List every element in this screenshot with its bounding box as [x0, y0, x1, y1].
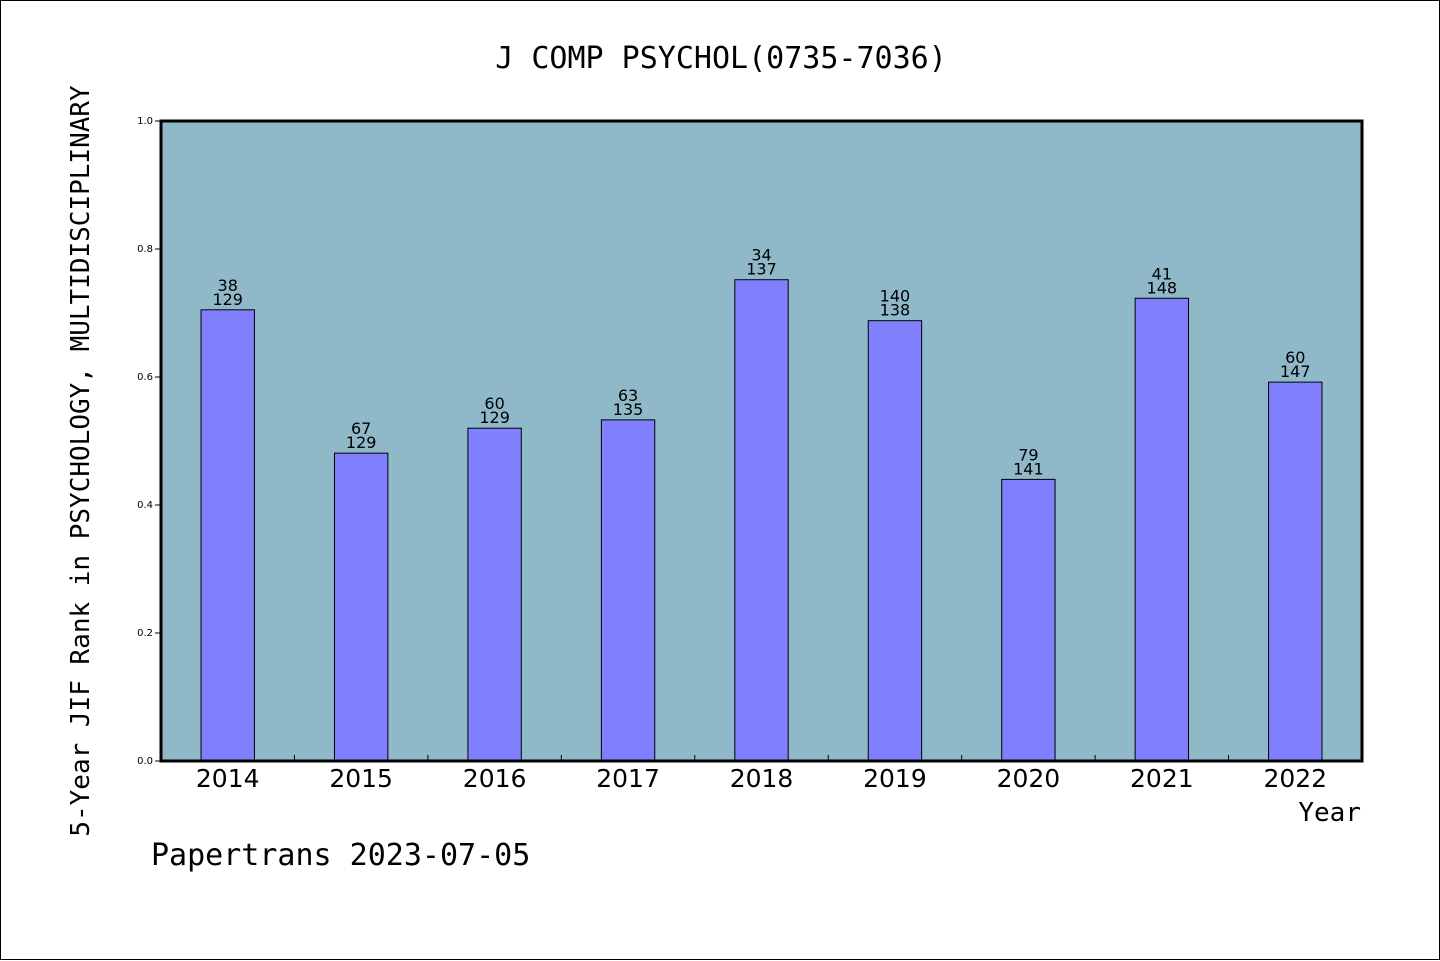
bar-2016	[467, 427, 522, 762]
footer-text: Papertrans 2023-07-05	[151, 838, 530, 873]
bar-2021	[1134, 297, 1190, 762]
rank-label: 63	[618, 386, 638, 405]
bar-2014	[200, 309, 255, 762]
x-tick-label: 2018	[730, 764, 794, 793]
bar-2020	[1001, 478, 1056, 762]
total-label: 129	[346, 433, 377, 452]
total-label: 129	[479, 408, 510, 427]
y-axis: 0.0 0.2 0.4 0.6 0.8 1.0	[137, 116, 161, 767]
bar-2022	[1268, 381, 1323, 762]
y-tick-label: 0.8	[137, 244, 153, 255]
y-tick-label: 0.6	[137, 372, 153, 383]
bar-2015	[333, 452, 389, 762]
plot-border	[159, 119, 1364, 763]
data-labels: 3812967129601296313534137140138791414114…	[212, 246, 1310, 479]
rank-label: 60	[484, 394, 504, 413]
y-tick-label: 1.0	[137, 116, 153, 127]
bar-2019	[867, 320, 923, 762]
x-axis: 2014 2015 2016 2017 2018 2019 2020 2021 2022	[196, 755, 1327, 793]
chart-title: J COMP PSYCHOL(0735-7036)	[495, 41, 947, 76]
y-tick-label: 0.2	[137, 628, 153, 639]
x-tick-label: 2015	[329, 764, 393, 793]
total-label: 148	[1147, 278, 1178, 297]
total-label: 147	[1280, 362, 1311, 381]
x-tick-label: 2021	[1130, 764, 1194, 793]
rank-label: 60	[1285, 348, 1305, 367]
rank-label: 140	[880, 287, 911, 306]
rank-label: 34	[751, 246, 771, 265]
bar-series	[200, 279, 1323, 762]
rank-label: 38	[218, 276, 238, 295]
x-tick-label: 2014	[196, 764, 260, 793]
y-tick-label: 0.0	[137, 756, 153, 767]
x-tick-label: 2020	[997, 764, 1061, 793]
total-label: 137	[746, 260, 777, 279]
x-tick-label: 2016	[463, 764, 527, 793]
total-label: 138	[880, 301, 911, 320]
x-axis-label: Year	[1298, 798, 1361, 828]
y-axis-label: 5-Year JIF Rank in PSYCHOLOGY, MULTIDISC…	[66, 85, 96, 837]
total-label: 141	[1013, 459, 1044, 478]
total-label: 135	[613, 400, 644, 419]
rank-label: 79	[1018, 445, 1038, 464]
y-tick-label: 0.4	[137, 500, 153, 511]
x-tick-label: 2017	[596, 764, 660, 793]
bar-2018	[734, 279, 789, 762]
bar-2017	[600, 419, 656, 762]
x-tick-label: 2019	[863, 764, 927, 793]
x-tick-label: 2022	[1263, 764, 1327, 793]
total-label: 129	[212, 290, 243, 309]
rank-label: 67	[351, 419, 371, 438]
rank-label: 41	[1152, 264, 1172, 283]
